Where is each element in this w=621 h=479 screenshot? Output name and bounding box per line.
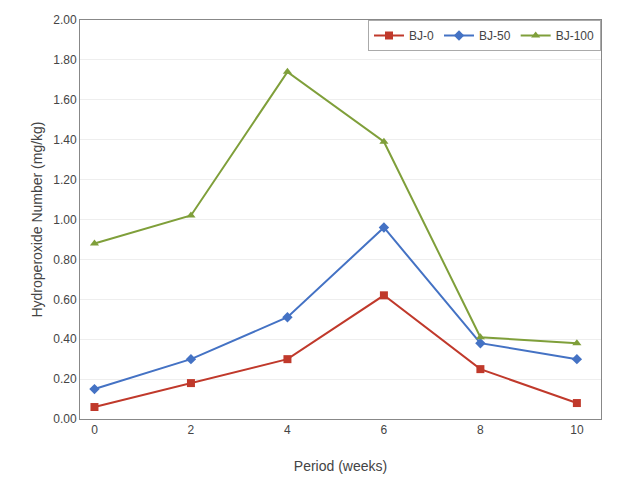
svg-text:BJ-100: BJ-100 <box>556 29 594 43</box>
svg-text:2.00: 2.00 <box>53 13 77 27</box>
svg-text:6: 6 <box>381 423 388 437</box>
svg-text:Hydroperoxide Number (mg/kg): Hydroperoxide Number (mg/kg) <box>29 121 45 317</box>
svg-text:BJ-50: BJ-50 <box>479 29 511 43</box>
svg-text:0.20: 0.20 <box>53 372 77 386</box>
svg-text:4: 4 <box>284 423 291 437</box>
svg-text:BJ-0: BJ-0 <box>409 29 434 43</box>
svg-text:0.40: 0.40 <box>53 332 77 346</box>
svg-text:1.40: 1.40 <box>53 133 77 147</box>
svg-text:1.80: 1.80 <box>53 53 77 67</box>
svg-text:1.60: 1.60 <box>53 93 77 107</box>
svg-text:2: 2 <box>188 423 195 437</box>
svg-text:0.00: 0.00 <box>53 412 77 426</box>
svg-text:10: 10 <box>570 423 584 437</box>
svg-text:8: 8 <box>477 423 484 437</box>
svg-text:0.60: 0.60 <box>53 293 77 307</box>
svg-text:0: 0 <box>91 423 98 437</box>
svg-text:1.00: 1.00 <box>53 213 77 227</box>
svg-text:0.80: 0.80 <box>53 253 77 267</box>
svg-text:1.20: 1.20 <box>53 173 77 187</box>
svg-text:Period (weeks): Period (weeks) <box>294 458 387 474</box>
